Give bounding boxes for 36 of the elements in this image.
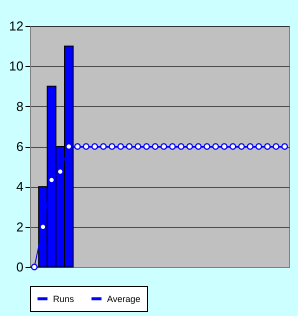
point <box>230 143 236 150</box>
point <box>281 143 288 150</box>
point <box>74 143 81 150</box>
point <box>82 143 90 150</box>
legend-label: Runs <box>53 294 75 304</box>
point <box>126 143 133 150</box>
point <box>108 143 116 150</box>
point <box>204 143 210 150</box>
point <box>255 143 262 150</box>
y-tick-label: 0 <box>16 260 24 274</box>
y-tick-label: 12 <box>9 18 24 34</box>
point <box>195 143 202 150</box>
point <box>117 143 124 150</box>
point <box>91 143 98 150</box>
point <box>152 143 159 150</box>
point <box>220 143 228 150</box>
y-tick-label: 4 <box>16 179 24 194</box>
point <box>30 264 38 270</box>
y-tick-label: 8 <box>16 98 24 114</box>
point <box>212 143 219 150</box>
point <box>264 143 271 150</box>
point <box>186 143 194 150</box>
point <box>246 143 254 150</box>
legend-label: Average <box>107 294 140 304</box>
point <box>238 143 245 150</box>
point <box>48 176 55 184</box>
y-tick-label: 10 <box>9 58 24 74</box>
point <box>178 143 184 150</box>
point <box>143 143 150 150</box>
point <box>160 143 168 150</box>
y-tick-label: 2 <box>16 219 24 234</box>
point <box>134 143 142 150</box>
point <box>100 143 107 150</box>
point <box>169 143 176 150</box>
y-tick-label: 6 <box>16 139 24 154</box>
point <box>272 143 280 150</box>
